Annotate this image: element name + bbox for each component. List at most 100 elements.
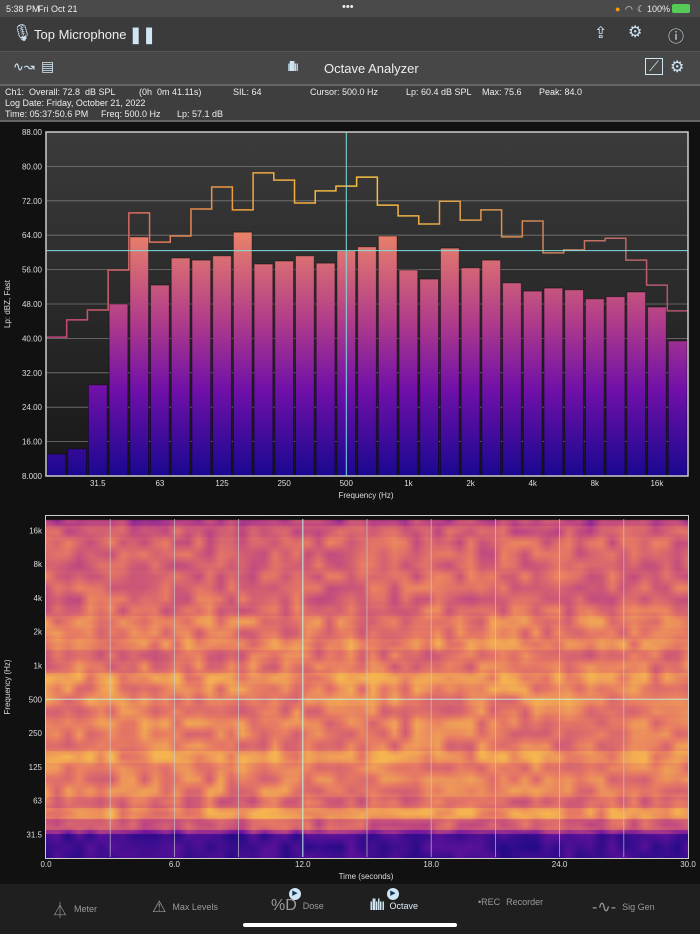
- dose-icon: %D: [271, 897, 297, 914]
- tab-label: Meter: [74, 904, 98, 914]
- analyzer-title: Octave Analyzer: [324, 61, 419, 76]
- octave-bar: [605, 296, 626, 477]
- freq-tick-label: 1k: [34, 661, 43, 670]
- freq-tick-label: 16k: [29, 526, 43, 535]
- log-date: Log Date: Friday, October 21, 2022: [5, 98, 146, 108]
- sine-wave-icon: -∿-: [592, 899, 617, 916]
- file-icon[interactable]: ▤: [41, 58, 55, 74]
- freq-tick-label: 63: [33, 797, 42, 806]
- freq-tick-label: 500: [29, 695, 43, 704]
- octave-icon: ıllllıı: [287, 58, 299, 74]
- y-tick-label: 8.000: [22, 472, 43, 481]
- octave-bar: [46, 453, 67, 477]
- battery-icon: [672, 4, 690, 13]
- y-tick-label: 56.00: [22, 266, 43, 275]
- multitask-dots-icon[interactable]: •••: [342, 1, 354, 13]
- y-tick-label: 80.00: [22, 162, 43, 171]
- time-tick-label: 12.0: [295, 860, 311, 869]
- top-toolbar: 🎙︎ Top Microphone ❚❚ ⇪ ⚙ ⓘ: [0, 17, 700, 51]
- octave-bar: [150, 284, 170, 477]
- x-tick-label: 31.5: [90, 479, 106, 488]
- sil: SIL: 64: [233, 87, 262, 97]
- pause-icon[interactable]: ❚❚: [129, 27, 156, 44]
- y-tick-label: 64.00: [22, 231, 43, 240]
- x-tick-label: 4k: [528, 479, 537, 488]
- octave-bar: [315, 262, 336, 477]
- log-time: Time: 05:37:50.6 PM: [5, 109, 89, 119]
- warning-icon: ⚠: [152, 899, 167, 916]
- octave-bar: [357, 246, 377, 477]
- tab-label: Recorder: [506, 897, 544, 907]
- info-icon[interactable]: ⓘ: [668, 29, 685, 46]
- freq-tick-label: 31.5: [26, 830, 42, 839]
- octave-bar: [481, 259, 502, 477]
- freq-tick-label: 250: [29, 729, 43, 738]
- status-time: 5:38 PM: [6, 4, 40, 14]
- settings-gear-icon[interactable]: ⚙: [628, 24, 643, 41]
- octave-bar: [253, 263, 274, 477]
- duration: (0h 0m 41.11s): [139, 87, 202, 97]
- cursor-freq: Cursor: 500.0 Hz: [310, 87, 379, 97]
- octave-bar: [626, 291, 647, 477]
- octave-bar: [295, 255, 315, 477]
- home-indicator[interactable]: [243, 923, 457, 927]
- spectrogram-canvas[interactable]: [46, 516, 688, 858]
- flask-icon: ⏃: [52, 903, 69, 920]
- tab-dose[interactable]: %D ▶ Dose: [271, 888, 324, 915]
- overall-level: Ch1: Overall: 72.8 dB SPL: [5, 87, 116, 97]
- max-level-line: [46, 172, 688, 338]
- octave-bar: [191, 259, 212, 477]
- spectrogram-x-label: Time (seconds): [339, 872, 394, 881]
- octave-bar: [439, 247, 460, 477]
- moon-icon: ☾: [637, 4, 646, 14]
- peak-value: Peak: 84.0: [539, 87, 583, 97]
- x-tick-label: 16k: [650, 479, 664, 488]
- octave-bar: [108, 303, 129, 477]
- y-tick-label: 88.00: [22, 128, 43, 137]
- info-panel: Ch1: Overall: 72.8 dB SPL (0h 0m 41.11s)…: [0, 84, 700, 122]
- y-tick-label: 16.00: [22, 438, 43, 447]
- microphone-icon[interactable]: 🎙︎: [12, 25, 33, 42]
- graph-icon[interactable]: ⟋: [645, 58, 663, 75]
- tab-label: Dose: [302, 901, 324, 911]
- x-tick-label: 63: [155, 479, 164, 488]
- tab-sig-gen[interactable]: -∿- Sig Gen: [592, 897, 655, 917]
- waveform-icon[interactable]: ∿↝: [13, 59, 35, 74]
- tab-recorder[interactable]: •REC Recorder: [478, 897, 543, 907]
- gear-icon[interactable]: ⚙: [670, 59, 685, 76]
- y-tick-label: 32.00: [22, 369, 43, 378]
- log-freq: Freq: 500.0 Hz: [101, 109, 161, 119]
- status-bar: 5:38 PM Fri Oct 21 ••• ● ◠ ☾ 100%: [0, 0, 700, 17]
- octave-bar: [87, 384, 108, 477]
- wifi-icon: ◠: [625, 4, 633, 14]
- octave-bar: [419, 278, 439, 477]
- octave-bar: [522, 290, 543, 477]
- plot-border: [45, 131, 689, 477]
- max-value: Max: 75.6: [482, 87, 522, 97]
- octave-bar: [129, 236, 150, 477]
- cursor-lp: Lp: 60.4 dB SPL: [406, 87, 472, 97]
- tab-meter[interactable]: ⏃ Meter: [52, 897, 97, 921]
- x-tick-label: 2k: [466, 479, 475, 488]
- octave-bar: [274, 260, 295, 477]
- share-icon[interactable]: ⇪: [594, 25, 608, 42]
- x-axis-label: Frequency (Hz): [338, 491, 393, 500]
- analyzer-toolbar: ∿↝ ▤ ıllllıı Octave Analyzer ⟋ ⚙: [0, 51, 700, 84]
- spectrogram-y-label: Frequency (Hz): [3, 659, 12, 714]
- octave-bar: [667, 340, 688, 477]
- recording-dot-icon: ●: [615, 4, 621, 14]
- octave-bar: [377, 235, 398, 477]
- octave-bar: [170, 257, 191, 477]
- x-tick-label: 500: [340, 479, 354, 488]
- tab-octave[interactable]: ıllılıı ▶ Octave: [369, 888, 418, 915]
- device-name[interactable]: Top Microphone: [34, 27, 127, 42]
- octave-chart[interactable]: 8.000 16.00 24.00 32.00 40.00 48.00 56.00 64.00…: [0, 122, 700, 507]
- spectrogram-frame: [45, 515, 689, 859]
- octave-bar: [564, 289, 584, 477]
- octave-bar: [67, 448, 87, 477]
- time-tick-label: 24.0: [552, 860, 568, 869]
- time-tick-label: 6.0: [169, 860, 181, 869]
- octave-bars-icon: ıllılıı: [369, 897, 386, 914]
- tab-max-levels[interactable]: ⚠ Max Levels: [152, 897, 218, 917]
- battery-label: 100%: [647, 4, 671, 14]
